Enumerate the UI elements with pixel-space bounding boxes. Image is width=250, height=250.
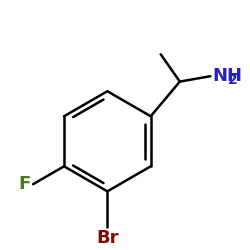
Text: Br: Br xyxy=(96,230,118,248)
Text: NH: NH xyxy=(213,67,243,85)
Text: 2: 2 xyxy=(228,73,237,87)
Text: F: F xyxy=(18,175,31,193)
